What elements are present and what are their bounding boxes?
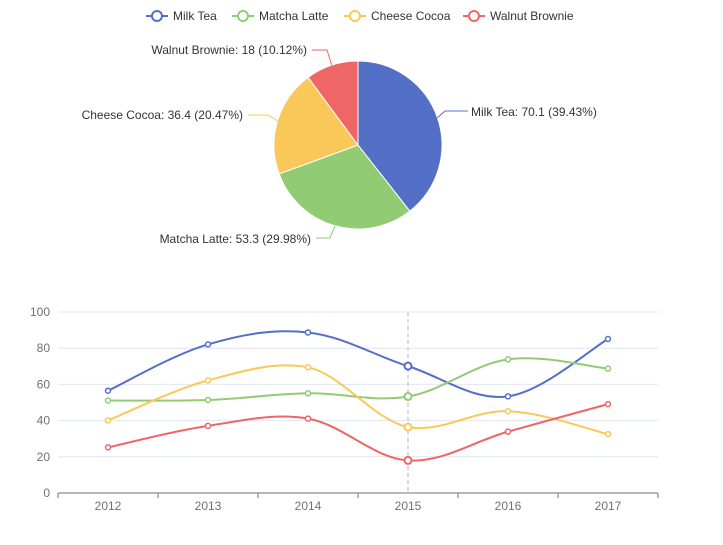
data-point-milk-tea[interactable]: [204, 341, 212, 348]
data-point-matcha-latte[interactable]: [604, 365, 612, 372]
pie-slice-milk-tea[interactable]: [357, 60, 443, 212]
data-point-walnut-brownie[interactable]: [504, 428, 512, 435]
legend-label: Walnut Brownie: [490, 9, 574, 23]
legend-marker-walnut-brownie: [468, 10, 480, 22]
data-point-milk-tea[interactable]: [604, 335, 612, 343]
x-tick-label: 2012: [95, 499, 122, 513]
data-point-walnut-brownie[interactable]: [304, 415, 312, 422]
y-tick-label: 40: [37, 414, 51, 428]
legend-item-walnut-brownie[interactable]: Walnut Brownie: [463, 9, 574, 23]
line-chart: 0 20 40 60 80 100 2012 2013 2014 2015 2016 2017: [30, 305, 659, 513]
x-tick-label: 2014: [295, 499, 322, 513]
pie-label-cheese-cocoa: Cheese Cocoa: 36.4 (20.47%): [82, 108, 243, 122]
data-point-matcha-latte[interactable]: [204, 396, 212, 404]
pie-leader-cheese-cocoa: [248, 114, 278, 122]
y-tick-label: 80: [37, 341, 51, 355]
data-point-cheese-cocoa[interactable]: [104, 417, 112, 424]
x-tick-label: 2015: [395, 499, 422, 513]
pie-slice-cheese-cocoa[interactable]: [273, 76, 359, 175]
data-point-walnut-brownie[interactable]: [204, 422, 212, 430]
data-point-cheese-cocoa[interactable]: [504, 407, 512, 415]
y-tick-label: 20: [37, 450, 51, 464]
pie-slice-walnut-brownie[interactable]: [307, 60, 359, 147]
legend-item-matcha-latte[interactable]: Matcha Latte: [232, 9, 329, 23]
data-point-matcha-latte[interactable]: [504, 356, 512, 363]
data-point-milk-tea[interactable]: [304, 329, 312, 336]
legend-label: Matcha Latte: [259, 9, 329, 23]
pie-slice-matcha-latte[interactable]: [278, 144, 411, 230]
legend-label: Cheese Cocoa: [371, 9, 451, 23]
data-point-walnut-brownie[interactable]: [104, 444, 112, 451]
series-line-walnut-brownie: [107, 403, 609, 462]
series-line-milk-tea: [107, 330, 609, 398]
data-point-milk-tea[interactable]: [403, 361, 413, 371]
legend-item-cheese-cocoa[interactable]: Cheese Cocoa: [344, 9, 451, 23]
data-point-matcha-latte[interactable]: [104, 397, 112, 404]
series-walnut-brownie: [104, 400, 612, 465]
y-tick-label: 60: [37, 377, 51, 391]
data-point-matcha-latte[interactable]: [304, 390, 312, 397]
data-point-cheese-cocoa[interactable]: [604, 430, 612, 438]
pie-leader-matcha-latte: [316, 225, 336, 239]
pie-leader-walnut-brownie: [312, 49, 333, 66]
legend-item-milk-tea[interactable]: Milk Tea: [146, 9, 217, 23]
series-line-cheese-cocoa: [107, 364, 609, 436]
pie-chart: Milk Tea: 70.1 (39.43%) Matcha Latte: 53.…: [82, 43, 597, 246]
data-point-walnut-brownie[interactable]: [403, 455, 413, 465]
x-tick-label: 2017: [595, 499, 622, 513]
series-milk-tea: [104, 329, 612, 400]
data-point-walnut-brownie[interactable]: [604, 400, 612, 408]
pie-label-matcha-latte: Matcha Latte: 53.3 (29.98%): [160, 232, 311, 246]
series-line-matcha-latte: [107, 357, 609, 402]
legend-label: Milk Tea: [173, 9, 217, 23]
legend-marker-cheese-cocoa: [349, 10, 361, 22]
pie-leader-milk-tea: [437, 110, 468, 118]
y-tick-label: 100: [30, 305, 50, 319]
data-point-cheese-cocoa[interactable]: [304, 363, 312, 371]
pie-label-walnut-brownie: Walnut Brownie: 18 (10.12%): [151, 43, 307, 57]
y-tick-label: 0: [43, 486, 50, 500]
data-point-milk-tea[interactable]: [504, 393, 512, 400]
legend-marker-milk-tea: [151, 10, 163, 22]
legend: Milk Tea Matcha Latte Cheese Cocoa Walnut B…: [146, 9, 574, 23]
legend-marker-matcha-latte: [237, 10, 249, 22]
pie-label-milk-tea: Milk Tea: 70.1 (39.43%): [471, 105, 597, 119]
data-point-milk-tea[interactable]: [104, 387, 112, 394]
data-point-cheese-cocoa[interactable]: [403, 422, 413, 432]
x-tick-label: 2016: [495, 499, 522, 513]
series-cheese-cocoa: [104, 363, 612, 438]
data-point-cheese-cocoa[interactable]: [204, 377, 212, 384]
data-point-matcha-latte[interactable]: [403, 392, 413, 402]
x-tick-label: 2013: [195, 499, 222, 513]
